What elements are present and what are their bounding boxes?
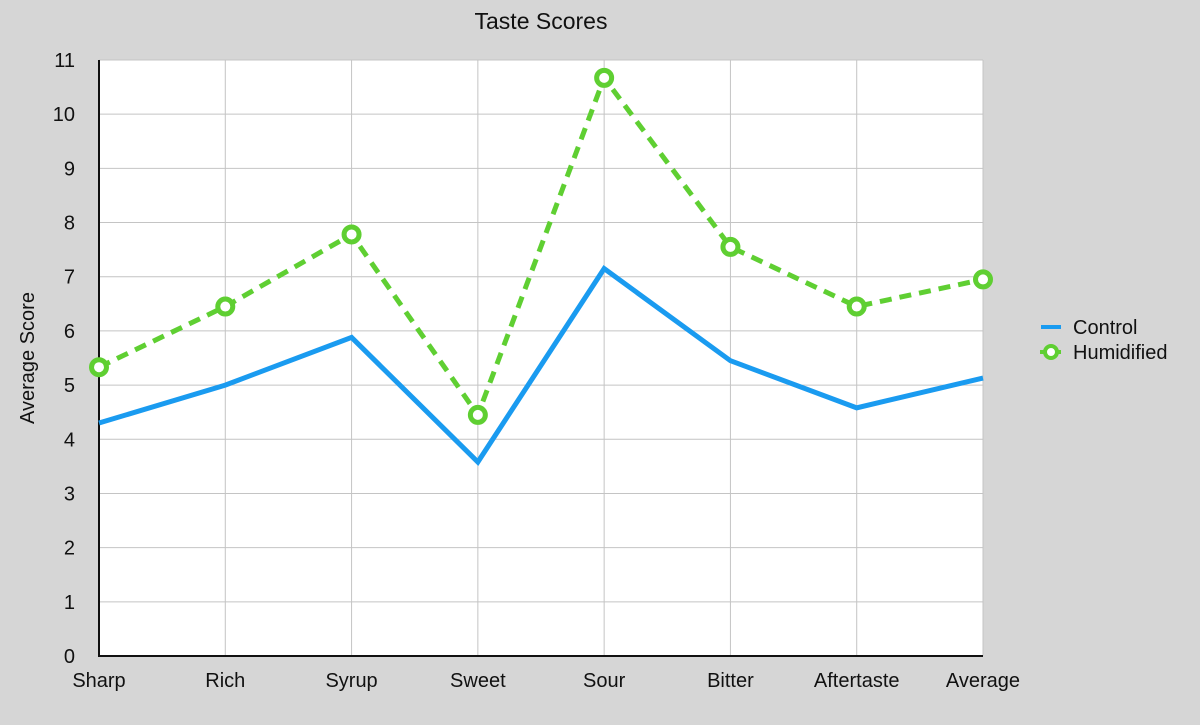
x-tick-label: Sour [583, 670, 626, 692]
y-tick-label: 0 [64, 646, 75, 668]
data-point-humidified [467, 404, 488, 425]
data-point-humidified [846, 296, 867, 317]
legend-label-control: Control [1073, 317, 1137, 339]
x-tick-label: Bitter [707, 670, 754, 692]
legend: Control Humidified [1040, 317, 1167, 364]
legend-marker-humidified [1043, 344, 1059, 360]
data-point-humidified [973, 269, 993, 290]
x-tick-label: Sharp [72, 670, 125, 692]
y-tick-label: 9 [64, 158, 75, 180]
x-tick-label: Average [946, 670, 1020, 692]
y-tick-label: 1 [64, 592, 75, 614]
data-point-humidified [720, 236, 741, 257]
data-point-humidified [215, 296, 236, 317]
y-axis-title: Average Score [17, 292, 39, 424]
y-tick-label: 6 [64, 321, 75, 343]
y-tick-label: 4 [64, 429, 75, 451]
data-point-humidified [89, 357, 109, 378]
series-line-control [98, 265, 984, 466]
y-tick-label: 2 [64, 538, 75, 560]
series-layer [89, 67, 993, 466]
y-tick-label: 11 [54, 50, 75, 72]
x-tick-label: Sweet [450, 670, 506, 692]
tick-labels: 0 1 2 3 4 5 6 7 8 9 10 11 Sharp Rich Syrup Sweet Sour Bit… [53, 50, 1020, 692]
y-tick-label: 3 [64, 483, 75, 505]
legend-item-control: Control [1041, 317, 1137, 339]
grid-lines [99, 59, 984, 656]
legend-item-humidified: Humidified [1040, 342, 1167, 364]
y-tick-label: 5 [64, 375, 75, 397]
y-tick-label: 10 [53, 104, 75, 126]
y-tick-label: 8 [64, 213, 75, 235]
x-tick-label: Syrup [325, 670, 377, 692]
chart-title: Taste Scores [475, 8, 608, 34]
data-point-humidified [341, 224, 362, 245]
y-tick-label: 7 [64, 267, 75, 289]
x-tick-label: Rich [205, 670, 245, 692]
legend-label-humidified: Humidified [1073, 342, 1167, 364]
plot-area [99, 60, 983, 656]
series-line-humidified [97, 72, 984, 421]
data-point-humidified [594, 67, 615, 88]
x-tick-label: Aftertaste [814, 670, 900, 692]
